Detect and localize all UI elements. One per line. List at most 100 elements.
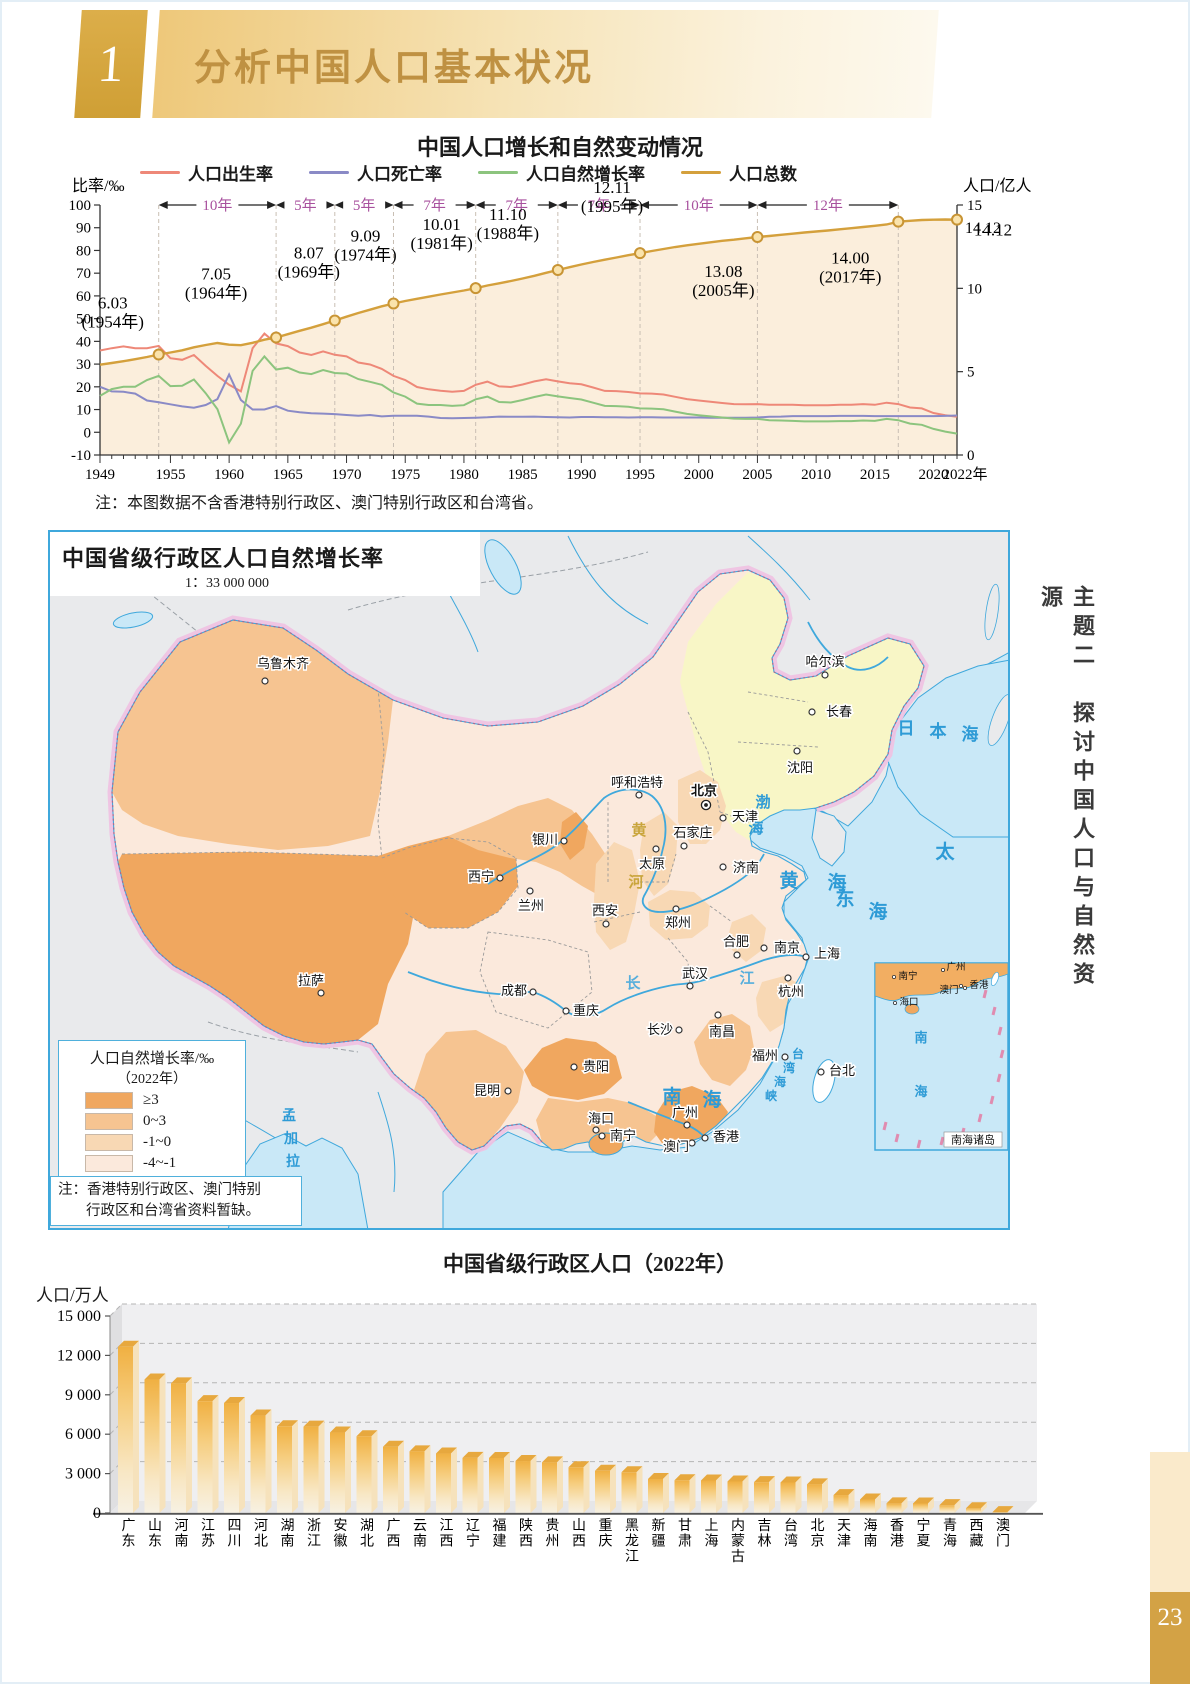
x-tick-label: 1990 xyxy=(566,467,596,483)
nine-dash-mark xyxy=(991,1006,997,1016)
map-city-label: 杭州 xyxy=(778,984,804,999)
y-left-tick-label: 100 xyxy=(69,198,92,214)
map-legend-swatch xyxy=(85,1113,133,1130)
map-city-呼和浩特: 呼和浩特 xyxy=(609,774,665,799)
milestone-year: (1995年) xyxy=(581,197,643,216)
bar-x-label: 云南 xyxy=(413,1519,427,1550)
legend-item: 人口出生率 xyxy=(140,160,273,185)
nine-dash-mark xyxy=(916,1139,922,1149)
map-city-label: 太原 xyxy=(639,856,665,871)
bar-海南 xyxy=(860,1493,881,1513)
legend-item: 人口自然增长率 xyxy=(478,160,645,185)
bar-山西 xyxy=(568,1461,590,1513)
arrow-left-icon xyxy=(757,201,767,209)
interval-label: 5年 xyxy=(294,197,317,214)
milestone-marker xyxy=(387,297,400,310)
header-band: 分析中国人口基本状况 xyxy=(152,10,939,118)
map-city-南宁: 南宁 xyxy=(598,1127,638,1145)
y-left-tick-label: -10 xyxy=(71,448,91,464)
map-note-line: 注：香港特别行政区、澳门特别 xyxy=(58,1182,261,1198)
line-chart-legend: 人口出生率 人口死亡率 人口自然增长率 人口总数 xyxy=(140,160,1000,185)
bar-chart-title: 中国省级行政区人口（2022年） xyxy=(443,1252,737,1276)
arrow-left-icon xyxy=(276,201,286,209)
map-city-label: 长春 xyxy=(826,704,852,719)
sea-label-char: 台 xyxy=(792,1046,804,1061)
river-line xyxy=(377,1091,396,1193)
river-line xyxy=(747,535,811,601)
map-city-label: 南宁 xyxy=(610,1128,636,1143)
line-chart-title: 中国人口增长和自然变动情况 xyxy=(416,135,703,160)
bar-辽宁 xyxy=(462,1451,484,1513)
milestone-marker xyxy=(751,231,764,243)
map-note-line: 行政区和台湾省资料暂缺。 xyxy=(86,1203,260,1220)
milestone-marker xyxy=(152,348,165,361)
nine-dash-mark xyxy=(999,1049,1005,1059)
x-tick-label: 2000 xyxy=(684,467,714,483)
y-left-axis-title: 比率/‰ xyxy=(72,177,124,195)
bar-x-label: 四川 xyxy=(228,1519,242,1550)
bar-y-tick-label: 6 000 xyxy=(65,1426,101,1443)
legend-swatch xyxy=(681,171,721,174)
arrow-right-icon xyxy=(466,201,476,209)
sea-label-char: 河 xyxy=(628,873,643,891)
map-legend-label: -1~0 xyxy=(143,1134,172,1150)
x-tick-label: 1955 xyxy=(155,467,185,483)
y-left-tick-label: 60 xyxy=(76,289,91,305)
bar-陕西 xyxy=(515,1455,537,1513)
y-left-tick-label: 50 xyxy=(76,312,91,328)
map-city-label: 拉萨 xyxy=(298,973,324,988)
bar-y-tick-label: 0 xyxy=(93,1505,101,1522)
arrow-left-icon xyxy=(475,201,485,209)
map-city-兰州: 兰州 xyxy=(516,887,546,915)
y-left-tick-label: 90 xyxy=(76,221,91,237)
bar-x-label: 甘肃 xyxy=(678,1518,692,1550)
sea-label-char: 孟 xyxy=(282,1108,296,1124)
arrow-right-icon xyxy=(267,201,277,209)
interval-label: 7年 xyxy=(423,197,446,214)
arrow-left-icon xyxy=(557,201,567,209)
bar-河南 xyxy=(171,1377,192,1513)
map-city-label: 武汉 xyxy=(682,966,708,981)
map-legend-label: 0~3 xyxy=(143,1113,167,1129)
population-area xyxy=(100,219,957,455)
sea-label-char: 东 xyxy=(835,887,854,910)
sea-label-char: 拉 xyxy=(286,1153,300,1170)
bar-x-label: 福建 xyxy=(493,1518,507,1550)
bar-湖南 xyxy=(277,1420,298,1513)
nine-dash-mark xyxy=(894,1133,900,1143)
interval-label-bg xyxy=(413,196,456,214)
map-city-label: 呼和浩特 xyxy=(611,775,663,790)
bar-chart: 0 3 000 6 000 9 000 12 000 15 000 广东山东河南江苏四川河北… xyxy=(57,1303,1043,1565)
y-left-tick-label: 80 xyxy=(76,243,91,259)
map-city-label: 北京 xyxy=(691,783,717,798)
map-city-label: 郑州 xyxy=(665,915,691,930)
nine-dash-mark xyxy=(982,989,988,999)
map-city-label: 西安 xyxy=(592,903,618,918)
bar-云南 xyxy=(409,1445,431,1513)
map-legend-swatch xyxy=(85,1134,133,1151)
map-city-label: 南昌 xyxy=(709,1024,735,1039)
bar-山东 xyxy=(144,1373,166,1513)
map-scale: 1：33 000 000 xyxy=(185,576,269,591)
page-number: 23 xyxy=(1150,1592,1190,1684)
sea-label-char: 日 xyxy=(898,719,915,738)
x-end-label: 2022年 xyxy=(942,466,987,483)
x-tick-label: 1965 xyxy=(273,467,303,483)
interval-label: 7年 xyxy=(506,197,529,214)
bar-x-label: 天津 xyxy=(837,1519,851,1550)
milestone-year: (1964年) xyxy=(185,284,247,303)
inset-city-label: 香港 xyxy=(969,979,989,991)
y-left-tick-label: 20 xyxy=(76,380,91,396)
bar-x-label: 上海 xyxy=(705,1518,719,1550)
sea-label-char: 海 xyxy=(868,900,887,923)
map-city-label: 济南 xyxy=(733,860,759,875)
sea-label-char: 黄 xyxy=(779,869,798,892)
interval-label: 12年 xyxy=(813,197,843,214)
sea-label-char: 海 xyxy=(748,819,763,837)
milestone-marker xyxy=(951,213,963,226)
milestone-year: (1974年) xyxy=(334,246,396,265)
legend-item: 人口死亡率 xyxy=(309,160,442,185)
x-tick-label: 1995 xyxy=(625,467,655,483)
bar-x-label: 浙江 xyxy=(307,1518,321,1550)
